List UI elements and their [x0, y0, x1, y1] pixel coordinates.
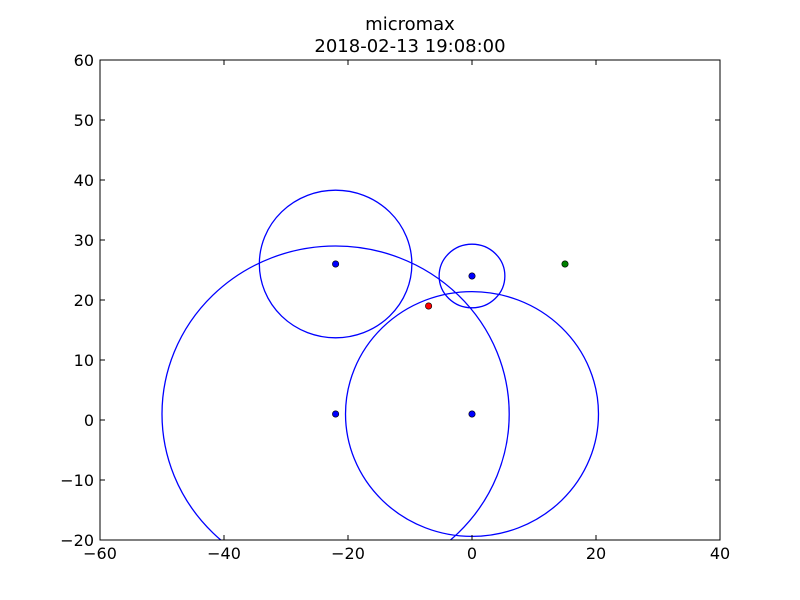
x-tick-label: 40: [710, 544, 730, 563]
y-tick-label: 30: [74, 231, 94, 250]
x-tick-label: 0: [467, 544, 477, 563]
data-point-2: [332, 410, 340, 418]
range-circle-1: [438, 243, 506, 309]
chart-subtitle: 2018-02-13 19:08:00: [314, 36, 505, 57]
y-tick-label: 20: [74, 291, 94, 310]
x-tick-label: −40: [207, 544, 241, 563]
x-tick-label: 20: [586, 544, 606, 563]
y-tick-label: 0: [84, 411, 94, 430]
data-point-0: [332, 260, 340, 268]
plot-frame: [99, 59, 721, 541]
x-tick-label: −60: [83, 544, 117, 563]
y-tick-label: −20: [60, 531, 94, 550]
data-point-4: [425, 302, 433, 310]
y-tick-label: −10: [60, 471, 94, 490]
plot-area: [161, 189, 600, 540]
data-point-3: [468, 410, 476, 418]
y-tick-label: 50: [74, 111, 94, 130]
x-tick-label: −20: [331, 544, 365, 563]
range-circle-0: [258, 189, 413, 339]
data-point-1: [468, 272, 476, 280]
chart-title: micromax: [365, 14, 455, 35]
axes: −60 −40 −20 0 20 40 −20 −10 0 10 20 30 40 50 60: [60, 51, 730, 563]
y-tick-label: 40: [74, 171, 94, 190]
y-tick-label: 60: [74, 51, 94, 70]
data-point-5: [561, 260, 569, 268]
range-circle-2: [161, 245, 510, 540]
y-tick-label: 10: [74, 351, 94, 370]
